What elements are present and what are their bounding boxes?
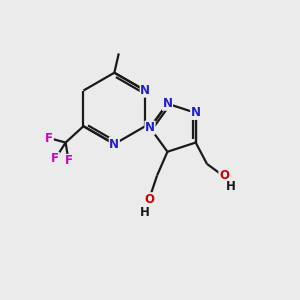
Text: O: O (145, 193, 154, 206)
Text: N: N (163, 97, 172, 110)
Text: N: N (140, 84, 150, 97)
Text: F: F (45, 132, 53, 145)
Text: F: F (64, 154, 73, 167)
Text: N: N (145, 121, 155, 134)
Text: F: F (51, 152, 59, 165)
Text: O: O (219, 169, 229, 182)
Text: H: H (140, 206, 150, 219)
Text: N: N (191, 106, 201, 119)
Text: H: H (226, 180, 236, 193)
Text: N: N (109, 138, 119, 151)
